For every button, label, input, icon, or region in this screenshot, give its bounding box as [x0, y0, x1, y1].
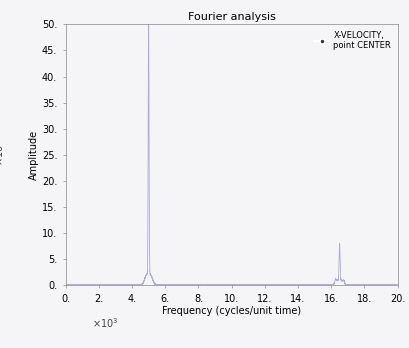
Legend: X-VELOCITY,
point CENTER: X-VELOCITY, point CENTER: [311, 29, 393, 53]
Title: Fourier analysis: Fourier analysis: [187, 12, 275, 22]
X-axis label: Frequency (cycles/unit time): Frequency (cycles/unit time): [162, 307, 301, 316]
Text: $\times10^3$: $\times10^3$: [92, 317, 118, 331]
Text: $\times10^{-5}$: $\times10^{-5}$: [0, 134, 6, 166]
Y-axis label: Amplitude: Amplitude: [29, 130, 39, 180]
